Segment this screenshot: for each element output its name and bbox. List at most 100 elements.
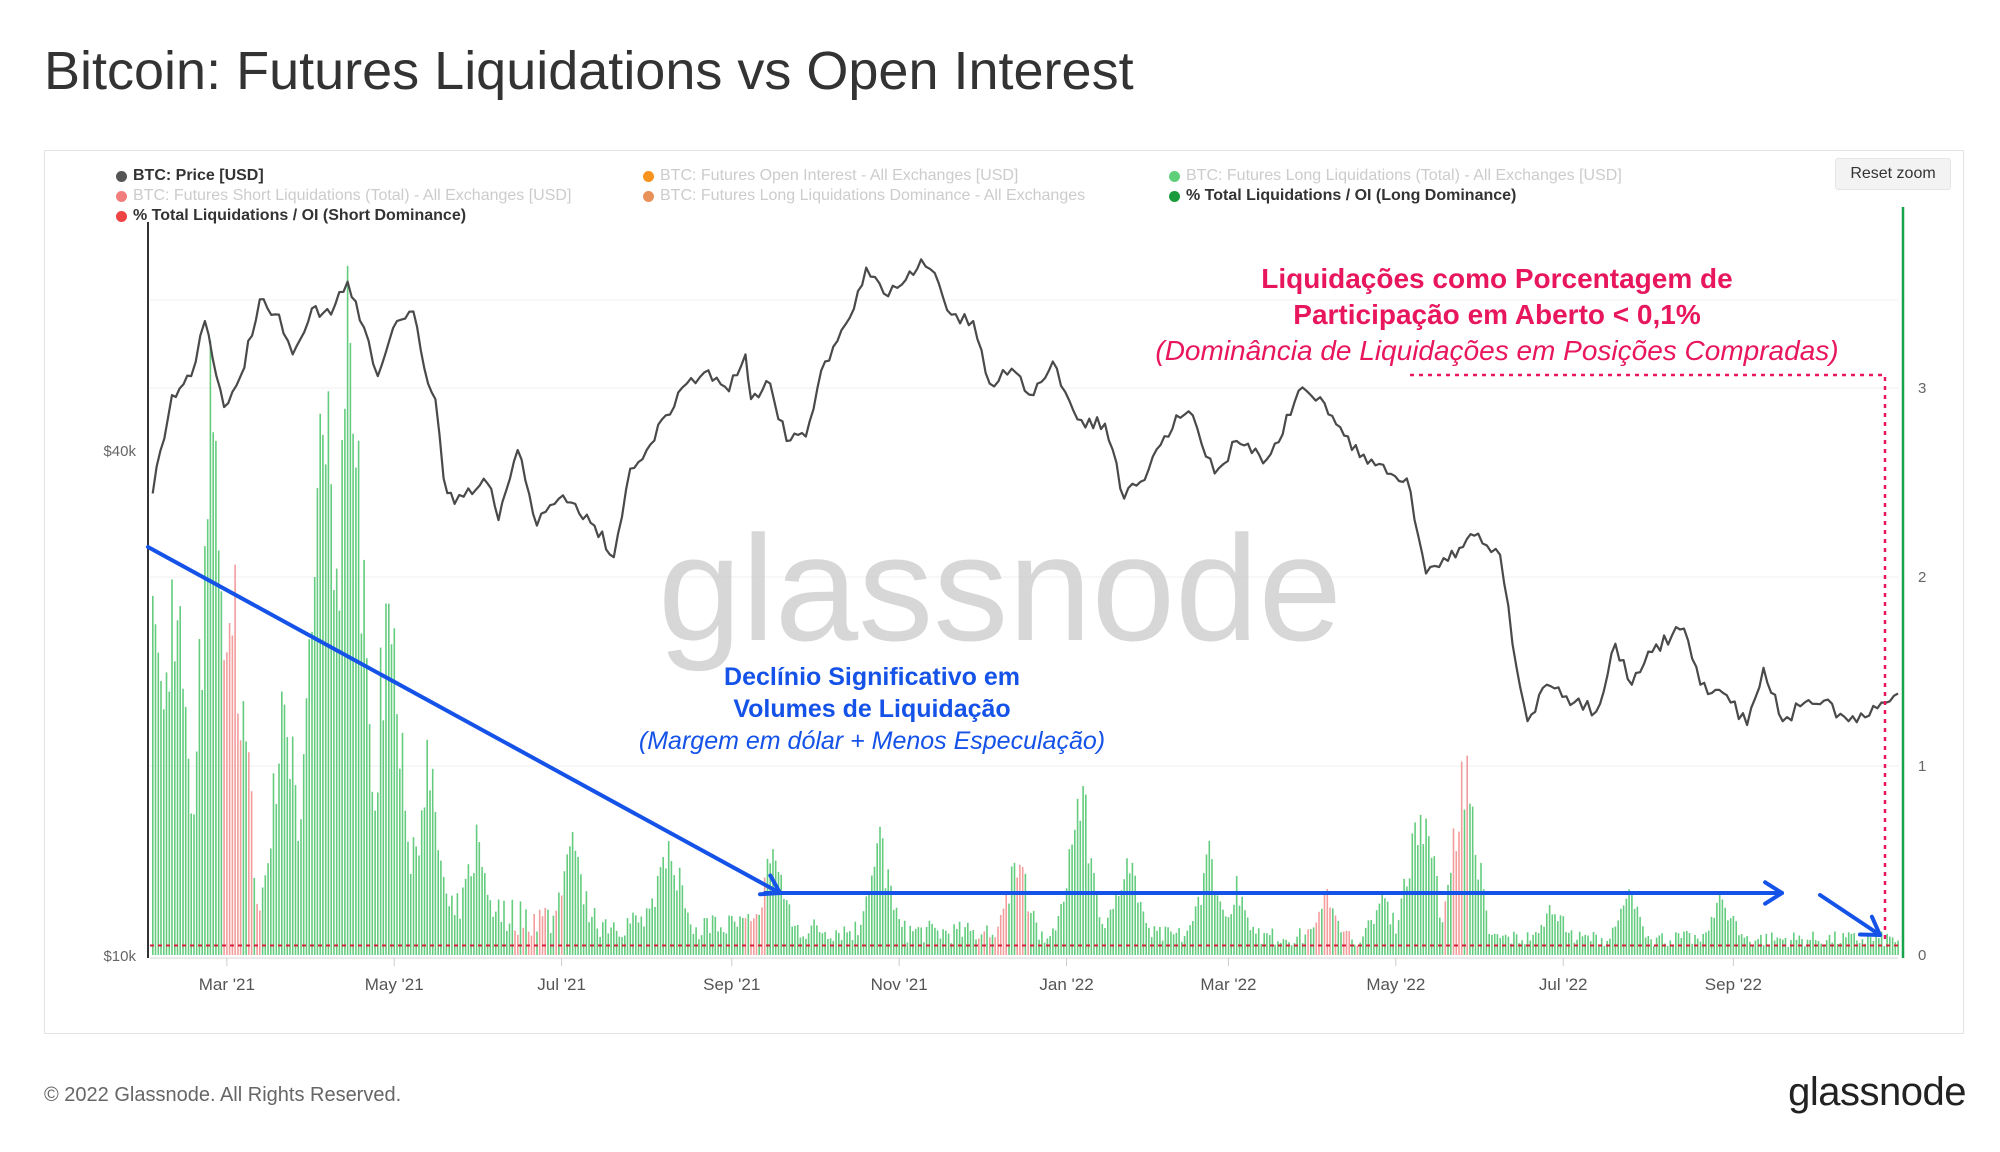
liquidation-bar [939, 938, 942, 955]
axes: Mar '21 May '21 Jul '21 Sep '21 Nov '21 Jan '… [103, 207, 1926, 994]
liquidation-bar [1260, 943, 1263, 955]
legend-item[interactable]: % Total Liquidations / OI (Short Dominan… [116, 207, 466, 225]
liquidation-bar [1203, 873, 1205, 955]
liquidation-bar [467, 864, 470, 955]
liquidation-bar [857, 935, 859, 955]
liquidation-bar [1189, 925, 1191, 955]
liquidation-bar [289, 779, 291, 955]
liquidation-bar [462, 887, 464, 955]
liquidation-bar [1521, 940, 1523, 955]
liquidation-bar [1337, 921, 1340, 955]
liquidation-bar [420, 810, 423, 955]
threshold-bracket [1410, 373, 1887, 942]
liquidation-bar [763, 877, 766, 955]
liquidation-bar [1224, 916, 1227, 955]
liquidation-bar [753, 918, 755, 955]
liquidation-bar [560, 895, 563, 955]
liquidation-bar [1537, 933, 1540, 955]
liquidation-bar [862, 911, 865, 955]
liquidation-bar [399, 768, 401, 955]
liquidation-bar [193, 814, 195, 955]
liquidation-bar [873, 866, 876, 955]
liquidation-bar [912, 931, 914, 955]
liquidation-bar [1439, 917, 1441, 955]
liquidation-bar [1419, 814, 1422, 955]
liquidation-bar [1400, 898, 1403, 955]
liquidation-bar [272, 773, 275, 955]
liquidation-bar [1301, 943, 1304, 955]
liquidation-bar [407, 841, 409, 955]
liquidation-bar [1005, 894, 1007, 955]
decline-arrow [146, 545, 782, 895]
liquidation-bar [497, 899, 500, 955]
liquidation-bar [547, 909, 549, 955]
liquidation-bar [519, 901, 522, 955]
liquidation-bar [1430, 857, 1433, 955]
legend-item[interactable]: % Total Liquidations / OI (Long Dominanc… [1169, 187, 1516, 205]
y-left-tick-label: $40k [103, 443, 136, 460]
liquidation-bar [1167, 927, 1169, 955]
liquidation-bar [807, 933, 810, 955]
liquidation-bar [379, 647, 382, 955]
liquidation-bar [1323, 892, 1326, 955]
liquidation-bar [953, 924, 955, 955]
liquidation-bar [538, 909, 541, 955]
liquidation-bar [1867, 935, 1869, 955]
liquidation-bar [772, 849, 774, 955]
liquidation-bar [635, 915, 637, 955]
reset-zoom-button[interactable]: Reset zoom [1835, 158, 1951, 190]
liquidation-bar [788, 904, 791, 955]
liquidation-bar [1238, 905, 1241, 955]
liquidation-bar [1847, 932, 1850, 955]
liquidation-bar [1570, 930, 1573, 955]
liquidation-bar [278, 763, 280, 955]
liquidation-bar [388, 603, 390, 955]
liquidation-bar [1060, 904, 1062, 955]
liquidation-bar [1164, 926, 1167, 955]
legend-dot-icon [643, 190, 654, 202]
legend-item[interactable]: BTC: Futures Long Liquidations (Total) -… [1169, 167, 1622, 185]
liquidation-bar [245, 741, 247, 955]
liquidation-bar [1329, 907, 1331, 955]
liquidation-bar [555, 910, 557, 955]
liquidation-bar [1559, 915, 1562, 955]
liquidation-bar [846, 932, 848, 955]
liquidation-bar [1288, 942, 1290, 955]
liquidation-bar [533, 914, 535, 955]
liquidation-bar [1244, 910, 1246, 955]
liquidation-bar [1233, 904, 1235, 955]
liquidation-bar [1375, 910, 1378, 955]
liquidation-bar [1008, 903, 1010, 955]
liquidation-bar [426, 739, 428, 955]
liquidation-bar [478, 842, 481, 955]
liquidation-bar [174, 661, 176, 955]
liquidation-bar [1159, 927, 1161, 955]
legend-item[interactable]: BTC: Futures Short Liquidations (Total) … [116, 187, 571, 205]
liquidation-bar [1386, 901, 1389, 955]
liquidation-bar [602, 922, 604, 955]
liquidation-bar [190, 813, 192, 955]
liquidation-bar [1178, 928, 1180, 955]
liquidation-bar [1828, 934, 1831, 955]
liquidation-bar [283, 704, 286, 955]
liquidation-bar [577, 856, 579, 955]
liquidation-bar [591, 916, 593, 955]
legend-item[interactable]: BTC: Futures Open Interest - All Exchang… [643, 167, 1018, 185]
liquidation-bar [1359, 942, 1361, 955]
liquidation-bar [1546, 913, 1548, 955]
liquidation-bar [1804, 946, 1806, 955]
liquidation-bar [409, 873, 412, 955]
liquidation-bar [377, 792, 379, 955]
legend-item[interactable]: BTC: Futures Long Liquidations Dominance… [643, 187, 1085, 205]
liquidation-bar [1104, 928, 1106, 955]
x-tick-label: Sep '22 [1705, 975, 1762, 994]
liquidation-bar [1850, 933, 1853, 955]
liquidation-bar [253, 877, 256, 955]
y-right-tick-label: 2 [1918, 569, 1926, 586]
liquidation-bar [357, 440, 360, 955]
liquidation-bar [281, 691, 283, 955]
liquidation-bar [302, 754, 305, 955]
legend-item[interactable]: BTC: Price [USD] [116, 167, 264, 185]
liquidation-bar [1057, 916, 1060, 955]
liquidation-bar [1831, 942, 1833, 955]
